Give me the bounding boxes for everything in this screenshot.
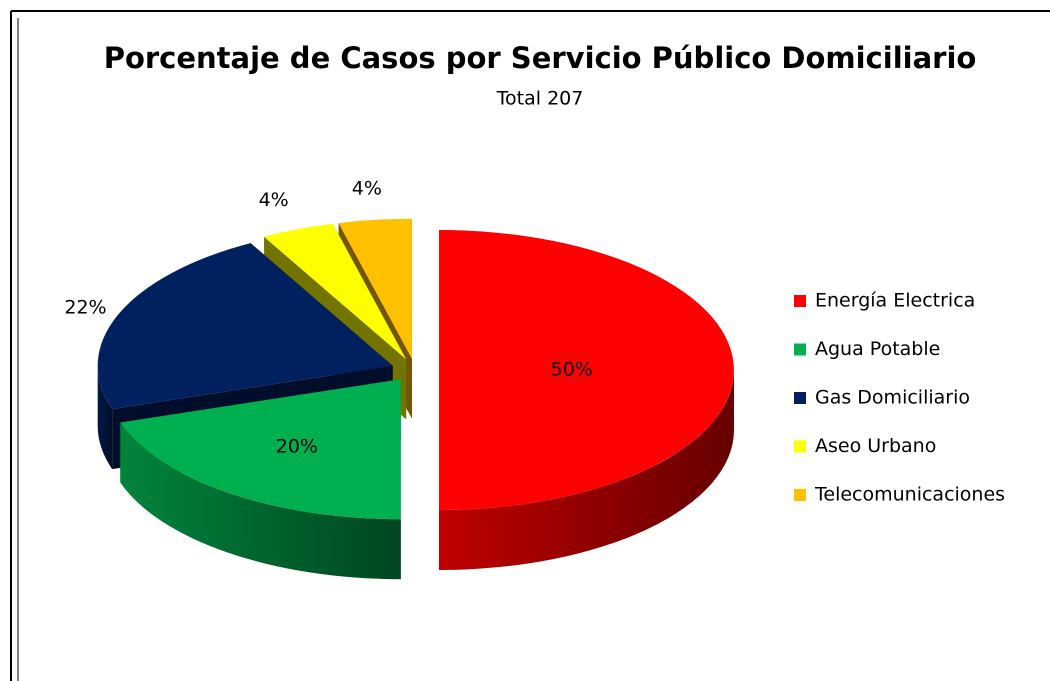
legend-label: Aseo Urbano bbox=[815, 435, 936, 457]
slice bbox=[97, 243, 393, 410]
slice-wall bbox=[439, 370, 734, 570]
legend-label: Gas Domiciliario bbox=[815, 387, 970, 409]
legend: Energía Electrica Agua Potable Gas Domicil… bbox=[794, 290, 1005, 506]
pie: 50% 20% 22% 4% 4% bbox=[64, 178, 734, 580]
legend-label: Energía Electrica bbox=[815, 290, 975, 312]
legend-label: Telecomunicaciones bbox=[814, 484, 1005, 506]
slice bbox=[439, 230, 734, 510]
chart-title: Porcentaje de Casos por Servicio Público… bbox=[104, 41, 977, 75]
slice-wall bbox=[120, 422, 401, 580]
data-label: 4% bbox=[259, 189, 289, 211]
data-label: 50% bbox=[551, 359, 593, 381]
data-label: 20% bbox=[276, 436, 318, 458]
slice-wall bbox=[97, 365, 113, 470]
legend-swatch bbox=[794, 440, 806, 453]
legend-swatch bbox=[794, 489, 806, 501]
legend-swatch bbox=[794, 392, 806, 404]
slice bbox=[120, 379, 401, 520]
chart-subtitle: Total 207 bbox=[496, 88, 584, 110]
data-label: 22% bbox=[64, 297, 106, 319]
data-label: 4% bbox=[352, 178, 382, 200]
legend-swatch bbox=[794, 343, 806, 356]
slice bbox=[338, 218, 412, 359]
legend-label: Agua Potable bbox=[815, 338, 940, 360]
legend-swatch bbox=[794, 295, 806, 307]
slice bbox=[264, 223, 407, 360]
